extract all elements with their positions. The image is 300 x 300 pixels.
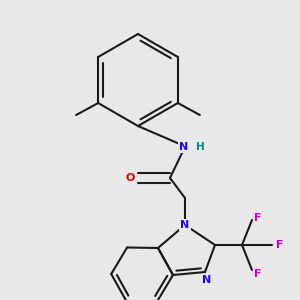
Text: F: F [254, 213, 262, 223]
Text: H: H [196, 142, 204, 152]
Text: O: O [125, 173, 135, 183]
Text: N: N [180, 220, 190, 230]
Text: N: N [179, 142, 189, 152]
Text: N: N [202, 275, 211, 285]
Text: F: F [276, 240, 284, 250]
Text: F: F [254, 269, 262, 279]
